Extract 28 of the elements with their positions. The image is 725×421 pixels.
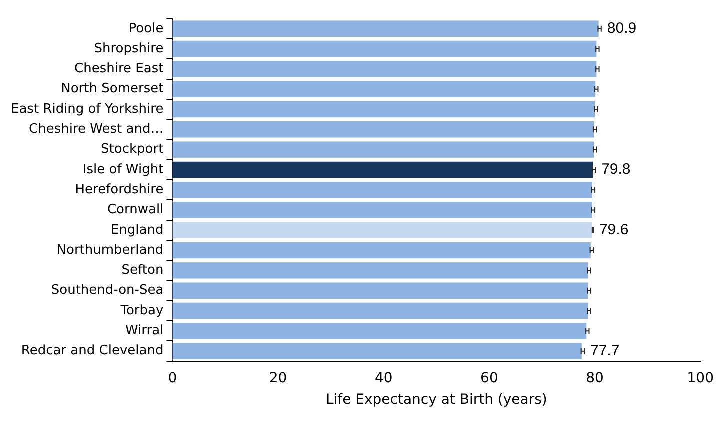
y-tick-label: Poole xyxy=(128,21,164,36)
data-label: 79.6 xyxy=(599,222,629,239)
y-tick-label: East Riding of Yorkshire xyxy=(10,102,164,117)
x-tick-label: 40 xyxy=(374,370,393,386)
data-label: 79.8 xyxy=(602,161,631,178)
y-tick-label: Cheshire East xyxy=(74,62,164,77)
x-tick-label: 60 xyxy=(480,370,498,386)
y-tick-label: Stockport xyxy=(101,142,164,158)
y-tick-label: Herefordshire xyxy=(75,182,164,198)
y-tick-label: Wirral xyxy=(125,324,164,339)
x-axis-title: Life Expectancy at Birth (years) xyxy=(326,392,548,408)
x-tick-label: 20 xyxy=(269,370,288,386)
y-tick-label: Cornwall xyxy=(107,202,164,218)
data-label: 77.7 xyxy=(590,342,620,360)
y-tick-label: Shropshire xyxy=(94,41,164,56)
y-tick-label: England xyxy=(110,222,164,238)
y-tick-label: Redcar and Cleveland xyxy=(21,344,164,359)
x-tick-label: 100 xyxy=(687,370,714,386)
y-tick-label: Northumberland xyxy=(56,242,164,258)
y-tick-label: Isle of Wight xyxy=(82,162,164,178)
y-tick-label: Torbay xyxy=(120,303,164,318)
x-tick-label: 80 xyxy=(586,370,604,386)
y-tick-label: Southend-on-Sea xyxy=(51,283,164,298)
y-tick-label: North Somerset xyxy=(61,82,164,97)
y-tick-label: Sefton xyxy=(122,263,164,278)
x-tick-label: 0 xyxy=(168,370,178,386)
y-tick-label: Cheshire West and… xyxy=(29,122,164,138)
data-label: 80.9 xyxy=(607,20,637,38)
